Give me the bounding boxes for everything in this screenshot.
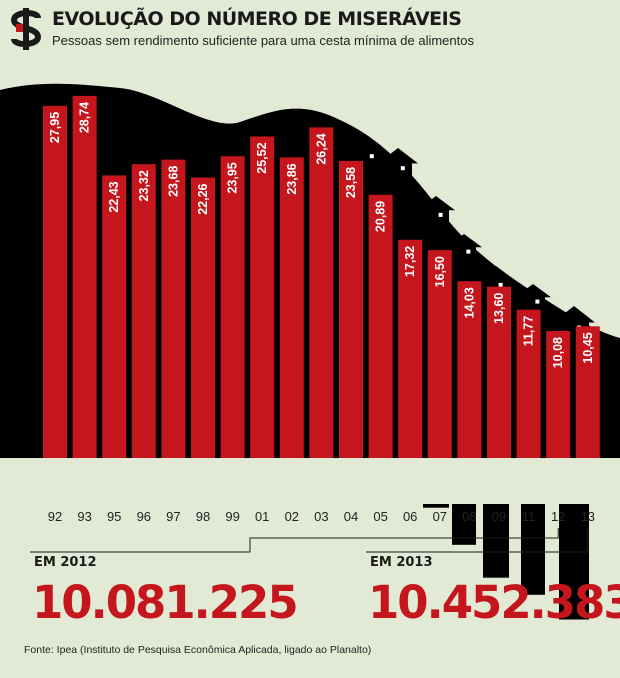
- x-tick-label: 03: [314, 509, 328, 524]
- bar-rect: [487, 286, 511, 460]
- bar-value-label: 23,32: [137, 170, 151, 201]
- bar-value-label: 22,26: [196, 183, 210, 214]
- bar-value-label: 17,32: [403, 246, 417, 277]
- x-axis-ticks: 92 93 95 96 97 98 99 01 02 03 04 05 06 07 08 09 11 12 13: [48, 509, 595, 524]
- chart-header: EVOLUÇÃO DO NÚMERO DE MISERÁVEIS Pessoas…: [0, 0, 620, 60]
- x-tick-label: 99: [225, 509, 239, 524]
- bar-rect: [368, 194, 393, 460]
- bar-02: 23,86: [279, 157, 304, 460]
- bar-rect: [339, 160, 363, 460]
- bar-value-label: 23,95: [226, 162, 240, 193]
- bar-05: 20,89: [368, 194, 393, 460]
- x-tick-label: 98: [196, 509, 210, 524]
- bar-value-label: 10,45: [581, 332, 595, 363]
- bar-12: 10,08: [546, 330, 571, 460]
- bar-value-label: 23,68: [166, 166, 180, 197]
- bar-96: 23,32: [131, 164, 156, 460]
- bar-value-label: 23,86: [285, 163, 299, 194]
- chart-subtitle: Pessoas sem rendimento suficiente para u…: [52, 33, 474, 48]
- bar-value-label: 14,03: [462, 287, 476, 318]
- bar-98: 22,26: [191, 177, 215, 461]
- bar-value-label: 10,08: [551, 337, 565, 368]
- x-tick-label: 08: [462, 509, 476, 524]
- bar-value-label: 20,89: [374, 201, 388, 232]
- callout-connectors: [30, 528, 589, 553]
- x-tick-label: 04: [344, 509, 358, 524]
- bar-rect: [546, 330, 571, 460]
- bar-rect: [427, 250, 452, 460]
- callout-2012-value: 10.081.225: [32, 576, 299, 629]
- x-tick-label: 01: [255, 509, 269, 524]
- x-tick-label: 09: [492, 509, 506, 524]
- bar-93: 28,74: [72, 95, 97, 460]
- bar-13: 10,45: [575, 326, 600, 460]
- callout-2012-label: EM 2012: [34, 555, 97, 570]
- bar-11: 11,77: [516, 309, 541, 460]
- bar-92: 27,95: [43, 105, 67, 460]
- connector-2012: [30, 528, 559, 553]
- bar-rect: [102, 175, 127, 460]
- bar-07: 16,50: [427, 250, 452, 460]
- x-tick-label: 97: [166, 509, 180, 524]
- bar-rect: [131, 164, 156, 460]
- bar-03: 26,24: [309, 127, 334, 460]
- bar-value-label: 22,43: [107, 181, 121, 212]
- bar-rect: [457, 281, 482, 460]
- bar-rect: [279, 157, 304, 460]
- bar-value-label: 16,50: [433, 256, 447, 287]
- x-tick-label: 12: [551, 509, 565, 524]
- bar-value-label: 11,77: [522, 316, 536, 347]
- bar-rect: [72, 95, 97, 460]
- bar-04: 23,58: [339, 160, 363, 460]
- x-tick-label: 11: [522, 509, 536, 524]
- bar-value-label: 28,74: [78, 102, 92, 133]
- bar-rect: [309, 127, 334, 460]
- chart-title: EVOLUÇÃO DO NÚMERO DE MISERÁVEIS: [52, 8, 462, 30]
- bar-rect: [43, 105, 67, 460]
- bar-rect: [398, 239, 423, 460]
- x-axis-band: [0, 458, 620, 504]
- connector-2013: [366, 528, 589, 553]
- callout-2013-value: 10.452.383: [368, 576, 620, 629]
- bar-value-label: 23,58: [344, 167, 358, 198]
- bar-01: 25,52: [250, 136, 275, 460]
- bar-rect: [161, 159, 186, 460]
- bar-06: 17,32: [398, 239, 423, 460]
- x-tick-label: 92: [48, 509, 62, 524]
- bar-value-label: 25,52: [255, 142, 269, 173]
- x-tick-label: 06: [403, 509, 417, 524]
- x-tick-label: 07: [433, 509, 447, 524]
- bar-rect: [220, 156, 245, 461]
- bar-rect: [250, 136, 275, 460]
- bar-97: 23,68: [161, 159, 186, 460]
- callout-2013-label: EM 2013: [370, 555, 433, 570]
- x-tick-label: 95: [107, 509, 121, 524]
- source-note: Fonte: Ipea (Instituto de Pesquisa Econô…: [24, 644, 372, 656]
- bar-rect: [575, 326, 600, 460]
- x-tick-label: 02: [285, 509, 299, 524]
- bar-value-label: 27,95: [48, 112, 62, 143]
- bars-group: 27,95 28,74 22,43 23,32 23,68 22,26 23,95 25,52…: [43, 95, 600, 461]
- x-tick-label: 93: [77, 509, 91, 524]
- bar-value-label: 13,60: [492, 293, 506, 324]
- bar-rect: [516, 309, 541, 460]
- bar-09: 13,60: [487, 286, 511, 460]
- bar-99: 23,95: [220, 156, 245, 461]
- x-tick-label: 05: [373, 509, 387, 524]
- bar-08: 14,03: [457, 281, 482, 460]
- dollar-sign-logo-icon: [6, 6, 46, 52]
- bar-value-label: 26,24: [314, 133, 328, 164]
- x-tick-label: 13: [581, 509, 595, 524]
- bar-rect: [191, 177, 215, 461]
- bar-95: 22,43: [102, 175, 127, 460]
- x-tick-label: 96: [137, 509, 151, 524]
